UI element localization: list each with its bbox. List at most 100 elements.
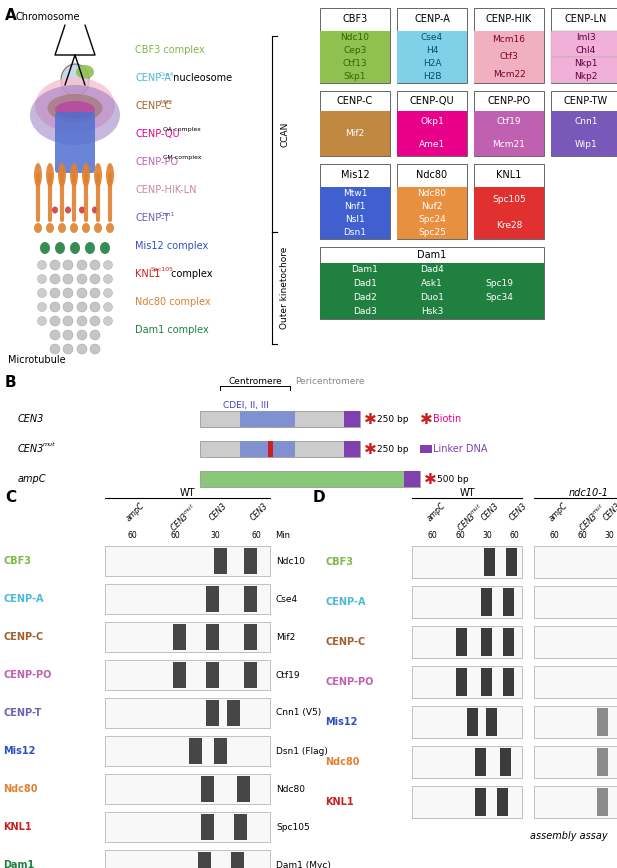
Text: C: C <box>5 490 16 505</box>
Text: CEN3: CEN3 <box>18 444 44 454</box>
FancyBboxPatch shape <box>201 776 214 802</box>
FancyBboxPatch shape <box>237 776 250 802</box>
FancyBboxPatch shape <box>234 814 247 840</box>
FancyBboxPatch shape <box>201 814 214 840</box>
Ellipse shape <box>90 260 100 270</box>
Text: mut: mut <box>43 443 56 448</box>
Text: Nuf2: Nuf2 <box>421 201 442 211</box>
Ellipse shape <box>55 242 65 254</box>
Text: Mif2: Mif2 <box>346 128 365 138</box>
Ellipse shape <box>58 163 66 187</box>
Text: CENP-QU: CENP-QU <box>410 95 454 106</box>
FancyBboxPatch shape <box>597 788 608 816</box>
FancyBboxPatch shape <box>481 628 492 656</box>
FancyBboxPatch shape <box>320 164 390 239</box>
Ellipse shape <box>63 260 73 270</box>
Text: CBF3: CBF3 <box>342 14 368 24</box>
FancyBboxPatch shape <box>412 586 522 618</box>
Text: Dam1: Dam1 <box>417 250 447 260</box>
Text: WT: WT <box>180 488 195 498</box>
Text: Mif2: Mif2 <box>159 100 172 104</box>
FancyBboxPatch shape <box>244 624 257 650</box>
Text: 30: 30 <box>604 531 614 541</box>
FancyBboxPatch shape <box>244 586 257 612</box>
FancyBboxPatch shape <box>244 548 257 574</box>
Text: Ctf13: Ctf13 <box>342 59 367 68</box>
Text: Dam1: Dam1 <box>3 860 35 868</box>
Text: Ame1: Ame1 <box>419 140 445 149</box>
Text: CENP-QU: CENP-QU <box>135 129 180 139</box>
Ellipse shape <box>70 223 78 233</box>
Text: CBF3 complex: CBF3 complex <box>135 45 205 55</box>
FancyBboxPatch shape <box>467 708 478 736</box>
FancyBboxPatch shape <box>551 8 617 83</box>
FancyBboxPatch shape <box>597 748 608 776</box>
Text: CENP-LN: CENP-LN <box>565 14 607 24</box>
FancyBboxPatch shape <box>320 8 390 83</box>
Text: CENP-PO: CENP-PO <box>135 157 178 167</box>
Text: Ndc80: Ndc80 <box>418 188 447 198</box>
Text: Duo1: Duo1 <box>420 293 444 302</box>
Text: Mis12: Mis12 <box>325 717 357 727</box>
Ellipse shape <box>52 207 58 214</box>
Text: Linker DNA: Linker DNA <box>433 444 487 454</box>
Ellipse shape <box>77 274 87 284</box>
Text: Mcm22: Mcm22 <box>492 69 525 79</box>
Text: CENP-PO: CENP-PO <box>325 677 373 687</box>
Text: Spc34: Spc34 <box>485 293 513 302</box>
FancyBboxPatch shape <box>200 411 360 427</box>
Text: CENP-A: CENP-A <box>414 14 450 24</box>
Ellipse shape <box>77 260 87 270</box>
FancyBboxPatch shape <box>397 91 467 156</box>
Text: Cnn1 (V5): Cnn1 (V5) <box>276 708 321 718</box>
Text: Ndc80: Ndc80 <box>416 170 447 181</box>
FancyBboxPatch shape <box>189 738 202 764</box>
FancyBboxPatch shape <box>551 110 617 156</box>
Ellipse shape <box>77 316 87 326</box>
Text: Spc105: Spc105 <box>276 823 310 832</box>
Text: CEN3: CEN3 <box>602 501 617 523</box>
Text: Spc105: Spc105 <box>492 195 526 204</box>
Text: ampC: ampC <box>18 474 46 484</box>
FancyBboxPatch shape <box>534 626 617 658</box>
Text: OA complex: OA complex <box>163 128 201 133</box>
Ellipse shape <box>77 344 87 354</box>
Ellipse shape <box>46 163 54 187</box>
Ellipse shape <box>50 316 60 326</box>
Ellipse shape <box>77 302 87 312</box>
Text: Ask1: Ask1 <box>421 279 443 288</box>
FancyBboxPatch shape <box>500 748 511 776</box>
Ellipse shape <box>106 223 114 233</box>
Ellipse shape <box>63 316 73 326</box>
Text: 30: 30 <box>210 531 220 541</box>
Text: Ndc80: Ndc80 <box>276 785 305 793</box>
Ellipse shape <box>50 260 60 270</box>
Text: Ndc10: Ndc10 <box>341 33 370 42</box>
Text: ✱: ✱ <box>364 442 377 457</box>
FancyBboxPatch shape <box>534 586 617 618</box>
FancyBboxPatch shape <box>474 110 544 156</box>
Text: CENP-C: CENP-C <box>3 632 43 642</box>
FancyBboxPatch shape <box>197 852 210 868</box>
FancyBboxPatch shape <box>205 700 219 726</box>
Text: CENP-HIK-LN: CENP-HIK-LN <box>135 185 196 195</box>
FancyBboxPatch shape <box>214 738 227 764</box>
FancyBboxPatch shape <box>497 788 508 816</box>
FancyBboxPatch shape <box>173 624 186 650</box>
Text: Kre28: Kre28 <box>496 221 522 230</box>
Text: Spc105: Spc105 <box>151 267 174 273</box>
Ellipse shape <box>63 274 73 284</box>
FancyBboxPatch shape <box>503 628 515 656</box>
FancyBboxPatch shape <box>231 852 244 868</box>
FancyBboxPatch shape <box>484 548 494 576</box>
Text: 60: 60 <box>510 531 520 541</box>
Ellipse shape <box>35 77 115 133</box>
Text: Ctf19: Ctf19 <box>497 117 521 127</box>
Text: Mif2: Mif2 <box>276 633 296 641</box>
Ellipse shape <box>38 317 46 326</box>
Ellipse shape <box>48 94 102 122</box>
FancyBboxPatch shape <box>397 187 467 239</box>
FancyBboxPatch shape <box>397 30 467 83</box>
FancyBboxPatch shape <box>105 546 270 576</box>
Text: B: B <box>5 375 17 390</box>
